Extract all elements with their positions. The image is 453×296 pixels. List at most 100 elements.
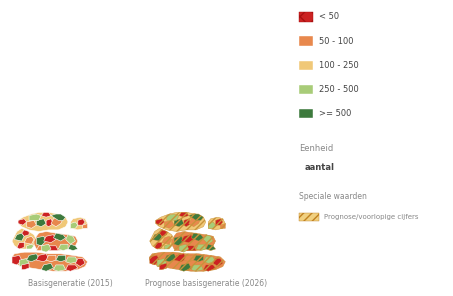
- Polygon shape: [174, 236, 184, 246]
- Polygon shape: [27, 244, 34, 249]
- Polygon shape: [216, 219, 223, 225]
- Bar: [299, 109, 313, 118]
- Text: aantal: aantal: [304, 163, 334, 172]
- Polygon shape: [43, 233, 61, 241]
- Polygon shape: [53, 233, 66, 241]
- Polygon shape: [18, 213, 68, 231]
- Polygon shape: [71, 217, 87, 230]
- Polygon shape: [36, 236, 46, 246]
- Polygon shape: [48, 246, 58, 251]
- Polygon shape: [17, 243, 24, 249]
- Polygon shape: [167, 214, 179, 220]
- Polygon shape: [156, 219, 164, 225]
- Polygon shape: [14, 233, 24, 241]
- Polygon shape: [203, 257, 216, 263]
- Polygon shape: [27, 220, 36, 228]
- Polygon shape: [22, 230, 29, 236]
- Polygon shape: [12, 252, 87, 271]
- Polygon shape: [12, 255, 22, 265]
- Polygon shape: [196, 244, 206, 251]
- Bar: [299, 213, 319, 221]
- Polygon shape: [179, 213, 189, 217]
- Polygon shape: [182, 233, 198, 241]
- Polygon shape: [36, 246, 46, 251]
- Polygon shape: [46, 219, 53, 227]
- Polygon shape: [152, 233, 162, 241]
- Bar: [299, 60, 313, 70]
- Polygon shape: [53, 233, 61, 239]
- Polygon shape: [203, 265, 216, 271]
- Polygon shape: [193, 255, 203, 262]
- Polygon shape: [164, 254, 177, 262]
- Text: 50 - 100: 50 - 100: [318, 37, 353, 46]
- Polygon shape: [58, 244, 68, 251]
- Polygon shape: [191, 233, 198, 239]
- Polygon shape: [191, 233, 203, 241]
- Text: Prognose/voorlopige cijfers: Prognose/voorlopige cijfers: [324, 214, 419, 220]
- Polygon shape: [51, 214, 66, 220]
- Polygon shape: [164, 244, 172, 249]
- Polygon shape: [186, 246, 196, 251]
- Polygon shape: [83, 223, 87, 228]
- Polygon shape: [191, 265, 203, 271]
- Polygon shape: [208, 217, 225, 230]
- Polygon shape: [189, 215, 201, 227]
- Polygon shape: [179, 244, 189, 252]
- Polygon shape: [159, 230, 167, 236]
- Polygon shape: [12, 228, 36, 249]
- Polygon shape: [150, 252, 225, 271]
- Polygon shape: [150, 255, 159, 265]
- Polygon shape: [66, 265, 78, 271]
- Polygon shape: [19, 258, 29, 266]
- Text: >= 500: >= 500: [318, 109, 351, 118]
- Polygon shape: [174, 254, 186, 262]
- Polygon shape: [203, 235, 213, 244]
- Polygon shape: [174, 246, 184, 251]
- Polygon shape: [18, 219, 27, 225]
- Text: 100 - 250: 100 - 250: [318, 61, 358, 70]
- Text: Eenheid: Eenheid: [299, 144, 333, 152]
- Polygon shape: [29, 214, 41, 220]
- Text: Prognose basisgeneratie (2026): Prognose basisgeneratie (2026): [145, 279, 267, 288]
- Polygon shape: [46, 255, 56, 262]
- Polygon shape: [162, 236, 172, 244]
- Polygon shape: [174, 219, 184, 227]
- Polygon shape: [189, 214, 203, 220]
- Polygon shape: [172, 231, 216, 251]
- Polygon shape: [36, 219, 46, 227]
- Polygon shape: [184, 255, 193, 262]
- Polygon shape: [75, 258, 85, 266]
- Polygon shape: [51, 215, 63, 227]
- Polygon shape: [179, 263, 191, 271]
- Bar: [299, 85, 313, 94]
- Polygon shape: [221, 223, 225, 228]
- Text: Basisgeneratie (2015): Basisgeneratie (2015): [29, 279, 113, 288]
- Polygon shape: [53, 265, 66, 271]
- Polygon shape: [66, 257, 78, 263]
- Polygon shape: [184, 219, 191, 227]
- Polygon shape: [213, 258, 223, 266]
- Polygon shape: [66, 235, 75, 244]
- Polygon shape: [154, 243, 162, 249]
- Bar: [299, 36, 313, 46]
- Bar: [299, 12, 313, 22]
- Polygon shape: [164, 220, 174, 228]
- Polygon shape: [27, 254, 39, 262]
- Polygon shape: [182, 235, 193, 243]
- Polygon shape: [68, 244, 78, 251]
- Polygon shape: [41, 213, 51, 217]
- Polygon shape: [43, 235, 56, 243]
- Polygon shape: [184, 233, 191, 239]
- Polygon shape: [24, 236, 34, 244]
- Polygon shape: [156, 213, 206, 231]
- Polygon shape: [159, 263, 167, 270]
- Polygon shape: [41, 244, 51, 252]
- Polygon shape: [157, 258, 167, 266]
- Polygon shape: [34, 231, 78, 251]
- Polygon shape: [208, 222, 216, 228]
- Polygon shape: [36, 254, 48, 262]
- Polygon shape: [46, 233, 53, 239]
- Text: Speciale waarden: Speciale waarden: [299, 192, 366, 201]
- Polygon shape: [56, 255, 66, 262]
- Polygon shape: [41, 263, 53, 271]
